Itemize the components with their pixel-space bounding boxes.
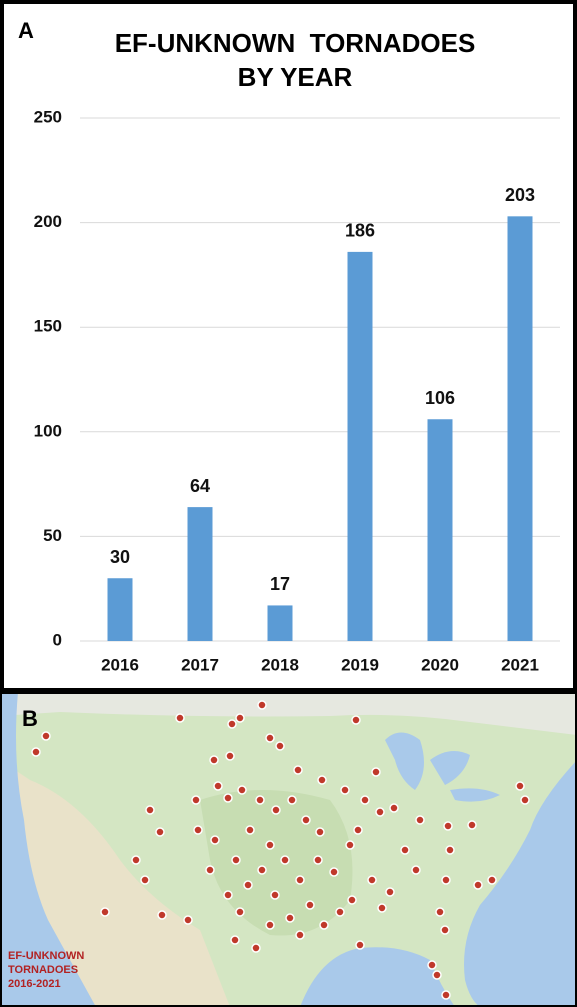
value-label: 17 <box>270 574 290 594</box>
x-tick-label: 2021 <box>501 655 539 674</box>
chart-title: EF-UNKNOWN TORNADOES <box>115 28 476 58</box>
y-tick-label: 200 <box>34 212 62 231</box>
bar <box>428 419 453 641</box>
y-tick-label: 50 <box>43 526 62 545</box>
bar <box>508 216 533 641</box>
bar <box>188 507 213 641</box>
value-label: 186 <box>345 221 375 241</box>
chart-title: BY YEAR <box>238 62 353 92</box>
bar <box>108 578 133 641</box>
y-tick-label: 100 <box>34 421 62 440</box>
bar <box>268 605 293 641</box>
page: A EF-UNKNOWN TORNADOES 0 50 100 150 200 250 20… <box>0 0 577 1007</box>
x-tick-label: 2020 <box>421 655 459 674</box>
panel-label: A <box>18 18 34 43</box>
y-tick-label: 250 <box>34 107 62 126</box>
bar <box>348 252 373 641</box>
y-tick-label: 150 <box>34 317 62 336</box>
map-caption: EF-UNKNOWN <box>8 950 84 962</box>
y-tick-label: 0 <box>53 630 62 649</box>
x-tick-label: 2019 <box>341 655 379 674</box>
x-tick-label: 2017 <box>181 655 219 674</box>
value-label: 30 <box>110 547 130 567</box>
value-label: 64 <box>190 476 210 496</box>
map: B EF-UNKNOWN TORNADOES 2016-2021 <box>0 692 577 1007</box>
map-caption: 2016-2021 <box>8 978 61 990</box>
map-caption: TORNADOES <box>8 964 78 976</box>
x-tick-label: 2016 <box>101 655 139 674</box>
x-tick-label: 2018 <box>261 655 299 674</box>
value-label: 106 <box>425 388 455 408</box>
value-label: 203 <box>505 185 535 205</box>
figure: A EF-UNKNOWN TORNADOES 0 50 100 150 200 250 20… <box>0 0 577 1007</box>
panel-label: B <box>22 706 38 731</box>
